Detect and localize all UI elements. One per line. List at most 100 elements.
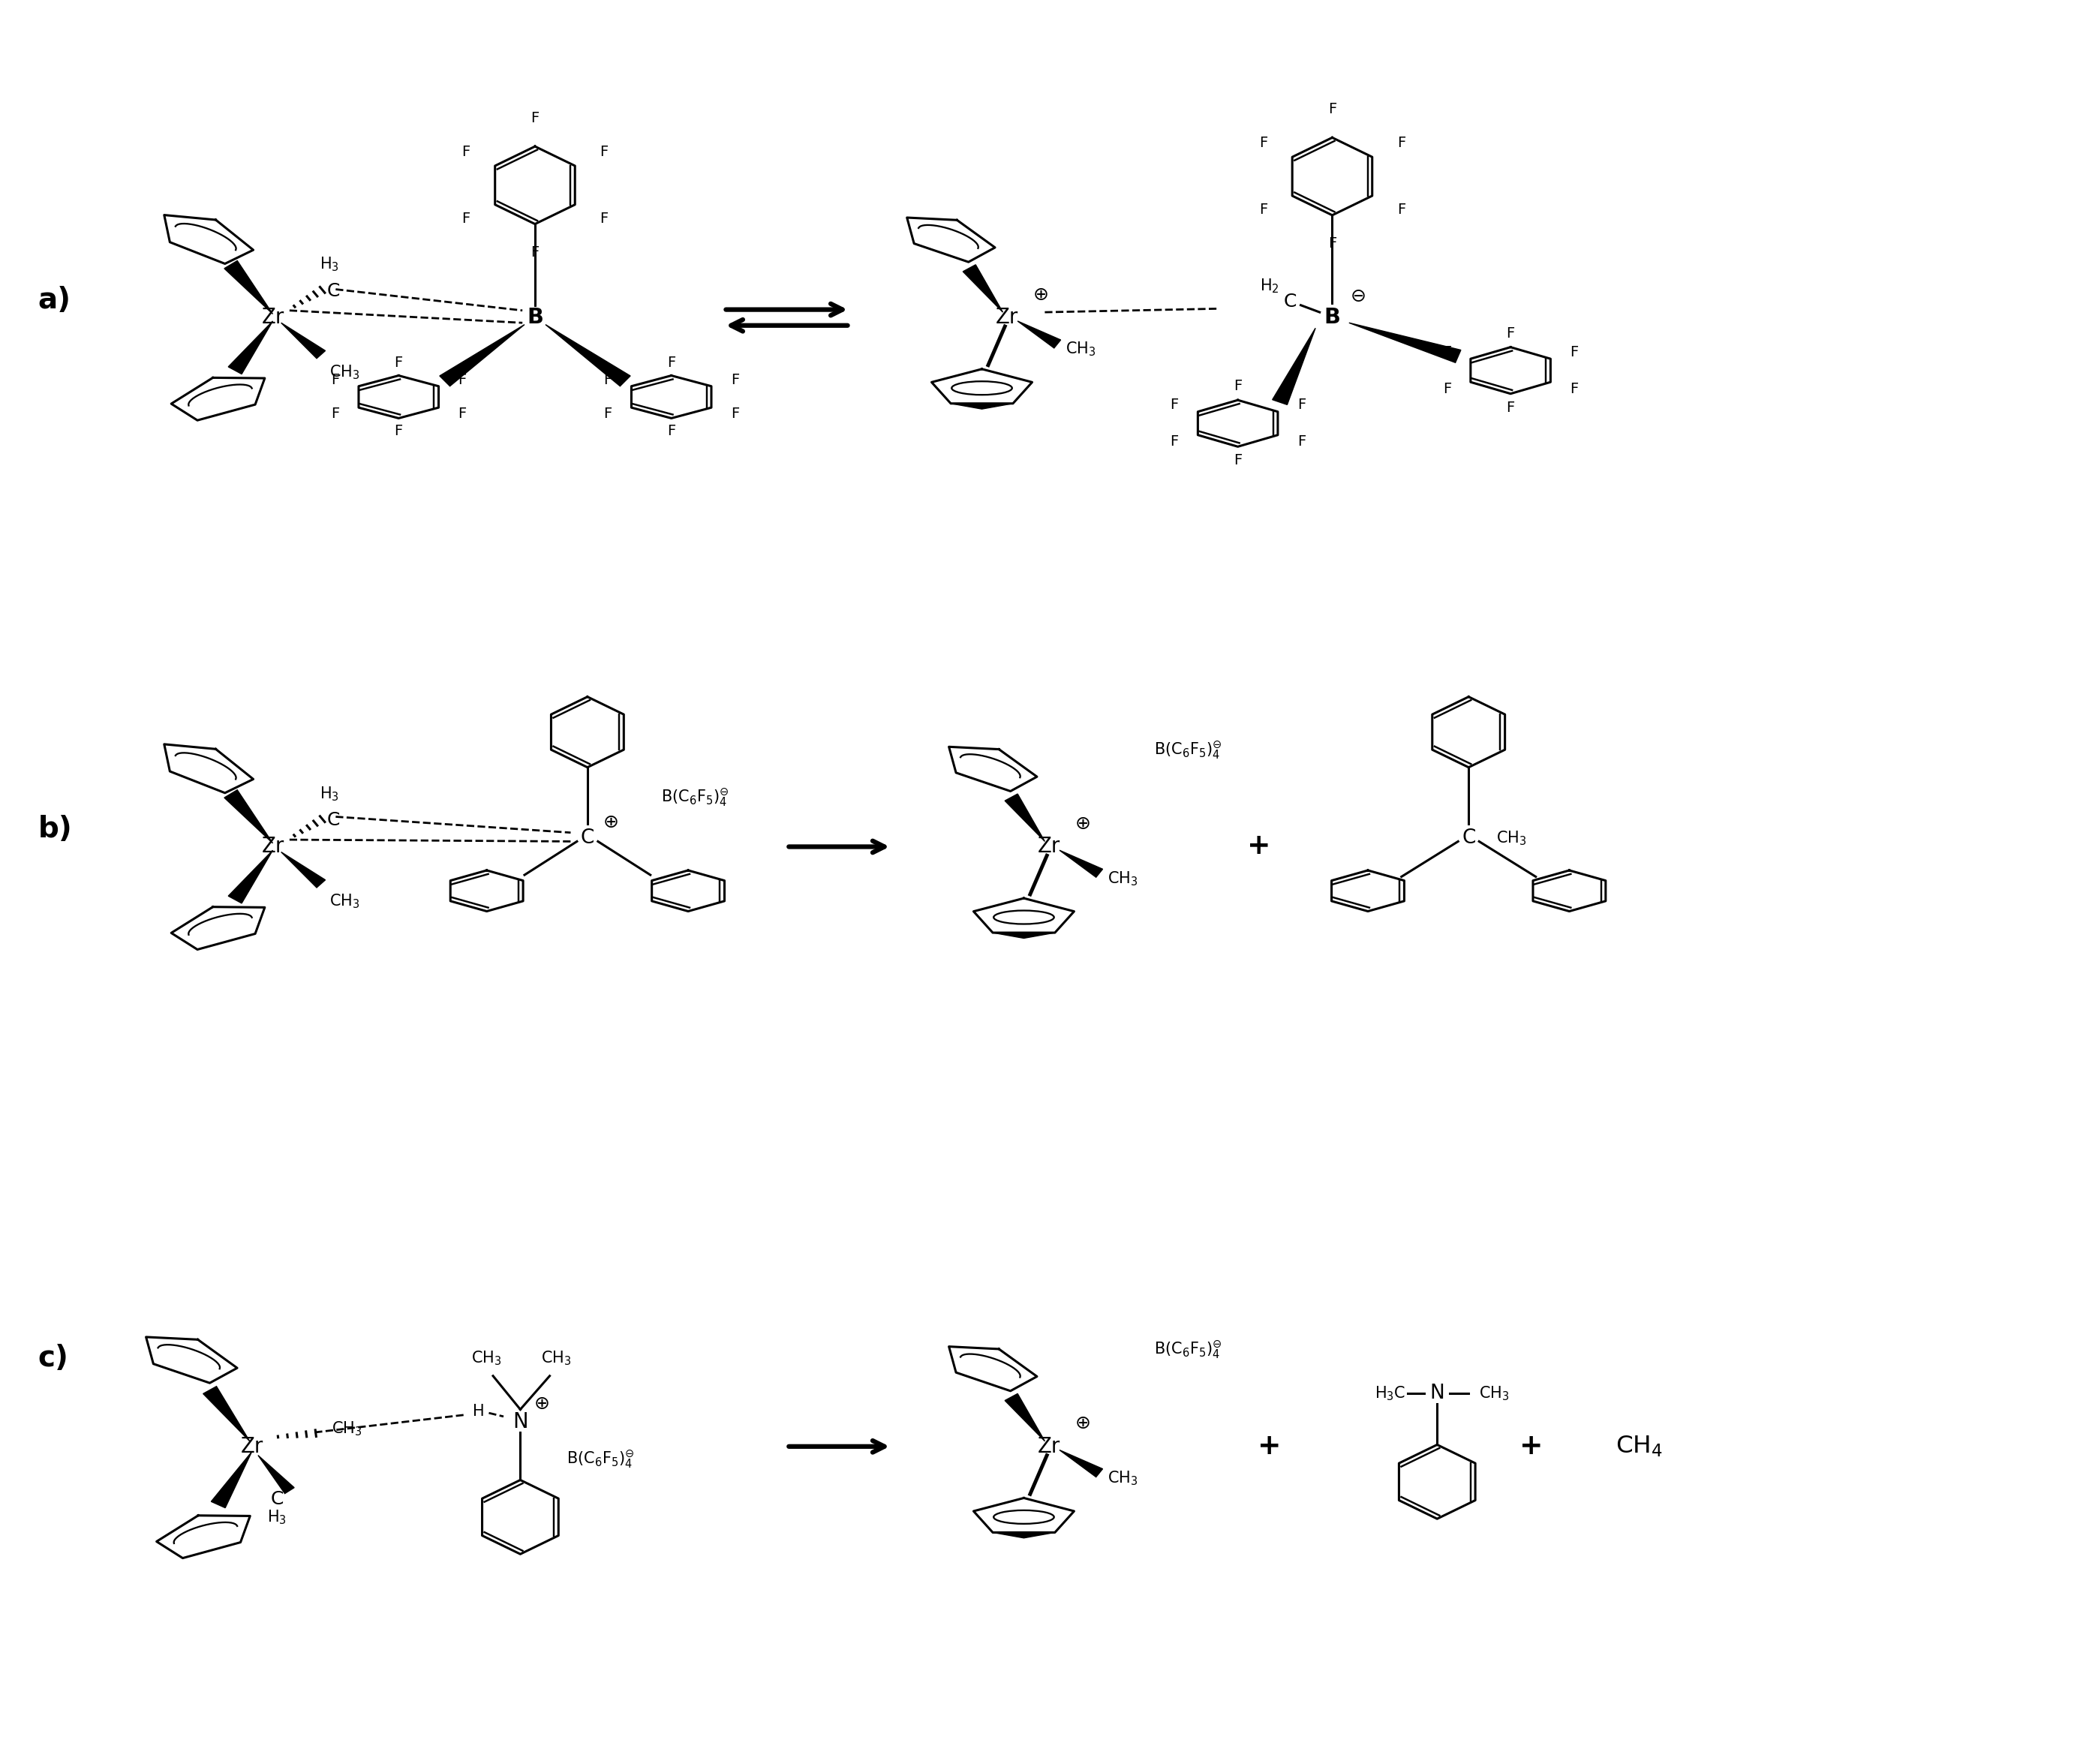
Text: F: F [1328,236,1336,250]
Text: B(C$_6$F$_5$)$_4^{\ominus}$: B(C$_6$F$_5$)$_4^{\ominus}$ [1154,1339,1221,1360]
Text: F: F [1506,326,1515,340]
Text: H$_3$: H$_3$ [319,785,340,803]
Text: Zr: Zr [1039,836,1059,857]
Polygon shape [224,790,273,843]
Text: N: N [512,1411,529,1432]
Text: F: F [730,372,738,386]
Polygon shape [1349,323,1460,363]
Text: F: F [1506,400,1515,415]
Text: B(C$_6$F$_5$)$_4^{\ominus}$: B(C$_6$F$_5$)$_4^{\ominus}$ [1154,739,1221,760]
Text: $\oplus$: $\oplus$ [533,1395,550,1413]
Text: +: + [1519,1432,1544,1461]
Text: C: C [327,282,340,300]
Text: F: F [1297,397,1305,413]
Text: F: F [1297,434,1305,450]
Polygon shape [229,321,273,374]
Text: F: F [604,407,613,422]
Text: F: F [462,212,470,226]
Polygon shape [1018,321,1062,348]
Text: F: F [1259,203,1267,217]
Polygon shape [281,852,325,887]
Text: H$_3$: H$_3$ [319,256,340,273]
Text: F: F [1171,397,1179,413]
Text: CH$_3$: CH$_3$ [1108,870,1137,887]
Polygon shape [545,325,629,386]
Text: Zr: Zr [262,307,283,328]
Text: H$_3$C: H$_3$C [1374,1385,1406,1402]
Polygon shape [963,265,1003,312]
Polygon shape [992,1533,1055,1538]
Text: CH$_3$: CH$_3$ [1066,340,1095,358]
Text: H: H [472,1404,485,1418]
Text: C: C [1462,827,1475,848]
Text: b): b) [38,815,71,843]
Text: $\ominus$: $\ominus$ [1349,288,1366,305]
Text: F: F [531,245,539,259]
Text: F: F [667,423,676,437]
Polygon shape [224,261,273,314]
Text: a): a) [38,286,71,314]
Text: c): c) [38,1344,69,1372]
Text: F: F [730,407,738,422]
Text: H$_2$: H$_2$ [1259,277,1280,295]
Text: B(C$_6$F$_5$)$_4^{\ominus}$: B(C$_6$F$_5$)$_4^{\ominus}$ [661,787,728,808]
Text: F: F [1443,381,1452,397]
Polygon shape [229,850,273,903]
Polygon shape [212,1452,252,1508]
Text: H$_3$: H$_3$ [266,1508,287,1526]
Text: F: F [1234,379,1242,393]
Text: F: F [331,372,340,386]
Text: F: F [462,145,470,159]
Text: F: F [1234,453,1242,467]
Text: C: C [581,827,594,848]
Text: F: F [1397,136,1406,150]
Polygon shape [1059,850,1104,877]
Polygon shape [992,933,1055,938]
Text: F: F [531,111,539,125]
Text: F: F [394,356,403,370]
Text: F: F [1259,136,1267,150]
Text: C: C [271,1491,283,1508]
Text: CH$_3$: CH$_3$ [331,1420,361,1438]
Text: F: F [1443,344,1452,360]
Polygon shape [1271,328,1315,404]
Text: F: F [1397,203,1406,217]
Text: +: + [1246,833,1271,861]
Text: F: F [600,145,608,159]
Polygon shape [441,325,524,386]
Text: F: F [1328,102,1336,116]
Text: F: F [457,407,466,422]
Polygon shape [281,323,325,358]
Text: Zr: Zr [262,836,283,857]
Text: C: C [327,811,340,829]
Text: F: F [331,407,340,422]
Text: Zr: Zr [241,1436,262,1457]
Text: Zr: Zr [997,307,1018,328]
Polygon shape [1005,794,1045,841]
Text: F: F [600,212,608,226]
Polygon shape [1059,1450,1104,1476]
Text: CH$_3$: CH$_3$ [541,1349,571,1367]
Polygon shape [950,404,1013,409]
Text: F: F [1171,434,1179,450]
Text: B: B [1324,307,1341,328]
Text: CH$_3$: CH$_3$ [329,363,359,381]
Text: F: F [604,372,613,386]
Text: $\oplus$: $\oplus$ [1074,815,1091,833]
Text: CH$_3$: CH$_3$ [1479,1385,1508,1402]
Text: F: F [667,356,676,370]
Polygon shape [204,1387,250,1441]
Text: CH$_3$: CH$_3$ [1108,1469,1137,1487]
Polygon shape [258,1455,294,1494]
Text: F: F [1569,381,1578,397]
Text: $\oplus$: $\oplus$ [602,813,619,831]
Text: +: + [1257,1432,1282,1461]
Text: CH$_4$: CH$_4$ [1615,1434,1662,1459]
Text: F: F [457,372,466,386]
Text: CH$_3$: CH$_3$ [472,1349,501,1367]
Text: C: C [1284,293,1297,310]
Text: Zr: Zr [1039,1436,1059,1457]
Text: CH$_3$: CH$_3$ [329,893,359,910]
Text: F: F [394,423,403,437]
Text: F: F [1569,344,1578,360]
